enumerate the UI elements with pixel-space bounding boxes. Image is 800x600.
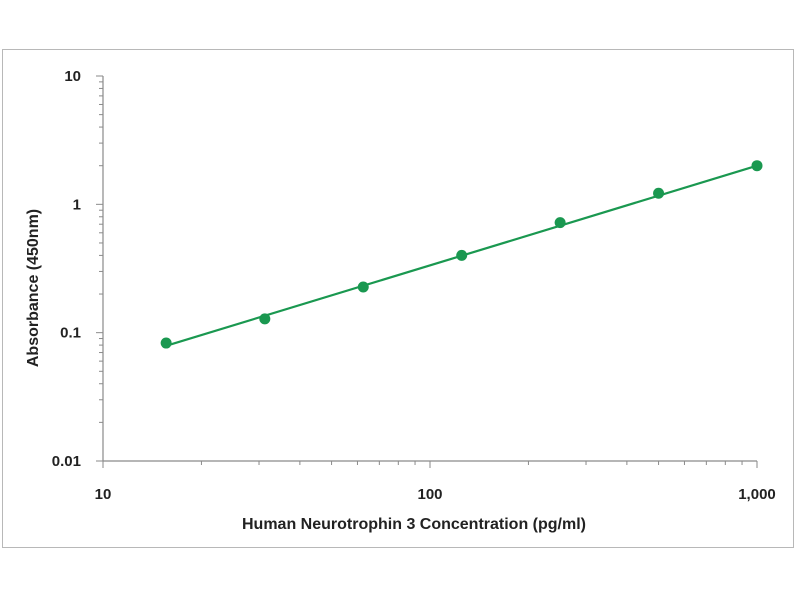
axes [102, 76, 757, 462]
x-tick-label: 100 [417, 486, 442, 503]
x-tick-label: 1,000 [738, 486, 776, 503]
y-tick-label: 0.01 [52, 453, 81, 470]
tick-labels: 10 1 0.1 0.01 10 100 1,000 [52, 68, 776, 503]
y-tick-label: 0.1 [60, 325, 81, 342]
x-tick-label: 10 [95, 486, 112, 503]
data-point [554, 217, 566, 229]
data-point [160, 337, 172, 349]
data-point [259, 313, 271, 325]
data-point [751, 160, 763, 172]
data-point [456, 249, 468, 261]
y-tick-label: 10 [64, 68, 81, 85]
data-points [160, 160, 763, 349]
y-tick-label: 1 [73, 196, 81, 213]
data-point [357, 281, 369, 293]
y-axis-title: Absorbance (450nm) [25, 209, 42, 367]
x-axis-title: Human Neurotrophin 3 Concentration (pg/m… [242, 516, 586, 533]
tick-marks [96, 75, 758, 468]
data-point [653, 187, 665, 199]
